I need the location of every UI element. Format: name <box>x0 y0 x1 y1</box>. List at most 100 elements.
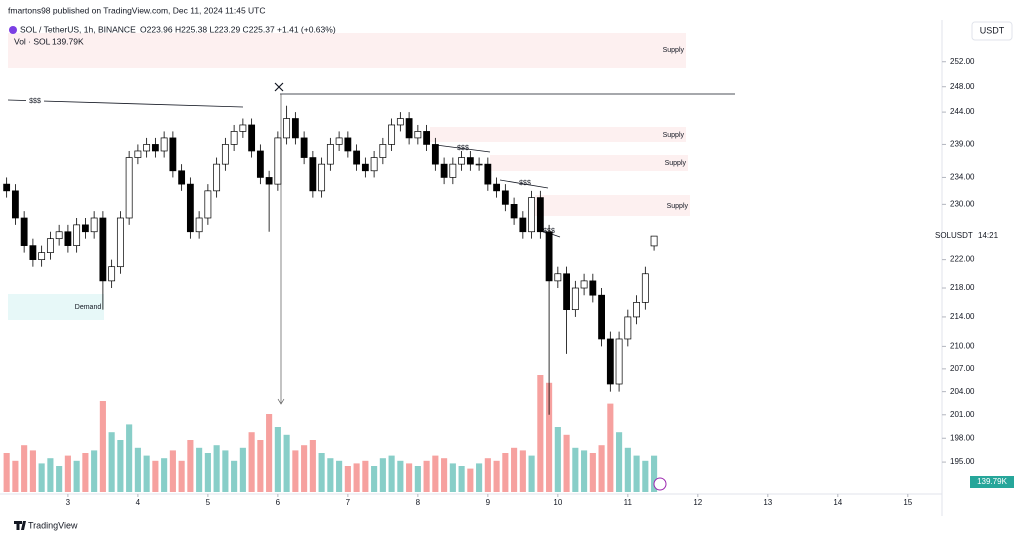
candle-body <box>213 163 221 192</box>
volume-bar <box>519 450 526 492</box>
volume-bar <box>493 460 500 492</box>
annotations: Supply Supply Supply Supply Demand $$$ $… <box>7 33 735 405</box>
volume-bar <box>642 460 649 492</box>
candle-body <box>388 124 396 145</box>
candle-body <box>151 144 159 152</box>
candle-body <box>38 252 46 260</box>
volume-bar <box>152 460 159 492</box>
volume-bar <box>64 455 71 492</box>
candle-body <box>291 118 299 139</box>
candle-body <box>501 190 509 205</box>
candle-body <box>99 217 107 282</box>
volume-bar <box>502 453 509 492</box>
currency-label[interactable]: USDT <box>980 25 1005 35</box>
candle-body <box>563 273 571 311</box>
x-tick-label: 5 <box>206 498 211 507</box>
liquidity-label: $$$ <box>457 145 469 152</box>
volume-bar <box>362 460 369 492</box>
candle-body <box>571 287 579 311</box>
volume-bar <box>239 447 246 492</box>
y-tick-label: 244.00 <box>950 107 975 116</box>
candle-body <box>73 224 81 246</box>
candle-body <box>46 238 54 253</box>
demand-zone <box>8 294 104 320</box>
volume-bar <box>563 434 570 492</box>
candle-body <box>81 224 89 233</box>
y-tick-label: 201.00 <box>950 410 975 419</box>
candle-body <box>405 118 413 139</box>
volume-bar <box>99 401 106 492</box>
volume-bar <box>423 460 430 492</box>
candle-body <box>615 338 623 385</box>
volume-bar <box>572 447 579 492</box>
y-tick-label: 234.00 <box>950 173 975 182</box>
volume-bar <box>126 424 133 492</box>
volume-bar <box>432 455 439 492</box>
y-tick-label: 230.00 <box>950 199 975 208</box>
candle-body <box>624 316 632 340</box>
footer-brand: TradingView <box>28 520 78 530</box>
y-tick-label: 214.00 <box>950 312 975 321</box>
candle-body <box>458 157 466 165</box>
label-bg <box>26 96 44 105</box>
volume-bar <box>47 458 54 492</box>
volume-bar <box>292 450 299 492</box>
volume-bar <box>371 466 378 492</box>
candle-body <box>440 163 448 178</box>
candle-body <box>160 137 168 152</box>
volume-bar <box>458 466 465 492</box>
volume-bar <box>117 440 124 492</box>
volume-bar <box>3 453 10 492</box>
volume-bar <box>379 458 386 492</box>
liquidity-line <box>499 179 549 189</box>
cross-marker <box>274 82 284 92</box>
y-tick-label: 248.00 <box>950 82 975 91</box>
volume-bar <box>29 450 36 492</box>
candle-body <box>326 144 334 165</box>
candles <box>3 105 658 415</box>
volume-bar <box>309 440 316 492</box>
volume-bar <box>21 445 28 492</box>
candle-body <box>370 157 378 172</box>
candle-body <box>510 204 518 219</box>
candle-body <box>641 273 649 303</box>
volume-legend: Vol · SOL <box>14 36 51 46</box>
candle-body <box>589 280 597 296</box>
price-label-symbol: SOLUSDT <box>935 231 973 240</box>
candle-body <box>379 144 387 158</box>
volume-bar <box>161 458 168 492</box>
y-tick-label: 207.00 <box>950 364 975 373</box>
candle-body <box>169 137 177 172</box>
x-tick-label: 10 <box>553 498 562 507</box>
volume-bar <box>222 450 229 492</box>
volume-bar <box>554 427 561 492</box>
candle-body <box>633 302 640 318</box>
candle-body <box>125 157 133 219</box>
volume-bar <box>467 468 474 492</box>
candle-body <box>20 217 28 246</box>
candle-body <box>134 150 142 158</box>
candle-body <box>256 150 264 178</box>
volume-bar <box>204 453 211 492</box>
event-icon[interactable] <box>653 477 667 491</box>
candle-body <box>178 170 186 185</box>
candle-body <box>335 137 343 145</box>
liquidity-label: $$$ <box>29 98 41 105</box>
volume-bar <box>537 375 544 492</box>
volume-bar <box>231 460 238 492</box>
currency-button[interactable] <box>971 21 1013 41</box>
volume-bar <box>56 466 63 492</box>
volume-bar <box>213 445 220 492</box>
volume-bar <box>406 463 413 492</box>
supply-zone <box>8 33 686 68</box>
volume-badge <box>970 476 1014 488</box>
x-tick-label: 3 <box>66 498 71 507</box>
candle-body <box>300 137 308 158</box>
candle-body <box>108 266 116 282</box>
candle-body <box>143 144 151 152</box>
volume-bar <box>344 466 351 492</box>
candle-body <box>265 177 273 185</box>
candle-body <box>423 131 431 145</box>
supply-zone <box>430 127 686 142</box>
